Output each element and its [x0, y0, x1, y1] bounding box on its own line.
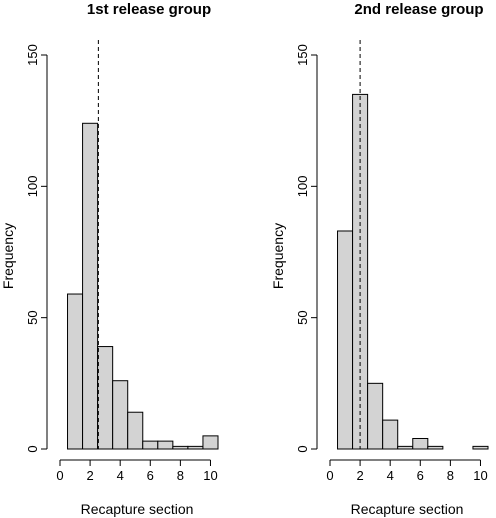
x-tick-label: 6: [417, 468, 424, 483]
histogram-bar: [142, 440, 159, 450]
x-tick-label: 4: [387, 468, 394, 483]
histogram-bar: [172, 445, 189, 450]
histogram-bar: [127, 411, 144, 450]
histogram-bar: [472, 445, 489, 450]
x-axis-label: Recapture section: [351, 501, 464, 517]
histogram-bar: [337, 230, 354, 450]
y-tick-label: 0: [25, 445, 40, 452]
y-tick-label: 150: [25, 44, 40, 66]
y-tick-label: 50: [25, 310, 40, 324]
y-tick-label: 0: [295, 445, 310, 452]
x-tick-label: 0: [326, 468, 333, 483]
y-tick-label: 100: [295, 175, 310, 197]
histogram-bar: [67, 293, 84, 450]
histogram-bar: [82, 122, 99, 450]
histogram-bar: [412, 437, 429, 450]
histogram-bar: [112, 380, 129, 450]
histogram-bar: [187, 445, 204, 450]
histogram-bar: [157, 440, 174, 450]
y-tick-label: 150: [295, 44, 310, 66]
x-tick-label: 2: [356, 468, 363, 483]
x-tick-label: 0: [56, 468, 63, 483]
histogram-bar: [97, 346, 114, 450]
histogram-panel-second-release: 2nd release group Recapture section Freq…: [270, 1, 489, 517]
x-tick-label: 10: [203, 468, 217, 483]
chart-title: 1st release group: [87, 1, 211, 18]
histogram-bar: [367, 382, 384, 450]
histogram-bar: [202, 435, 219, 450]
y-axis-label: Frequency: [0, 223, 16, 289]
y-tick-label: 50: [295, 310, 310, 324]
y-tick-label: 100: [25, 175, 40, 197]
x-tick-label: 4: [117, 468, 124, 483]
histogram-bar: [382, 419, 399, 450]
x-tick-label: 6: [147, 468, 154, 483]
x-tick-label: 10: [473, 468, 487, 483]
histogram-bar: [397, 445, 414, 450]
x-tick-label: 2: [86, 468, 93, 483]
chart-title: 2nd release group: [354, 1, 483, 18]
x-axis-label: Recapture section: [81, 501, 194, 517]
x-tick-label: 8: [447, 468, 454, 483]
histogram-bar: [427, 445, 444, 450]
histogram-panel-first-release: 1st release group Recapture section Freq…: [0, 1, 219, 517]
y-axis-label: Frequency: [270, 223, 286, 289]
x-tick-label: 8: [177, 468, 184, 483]
